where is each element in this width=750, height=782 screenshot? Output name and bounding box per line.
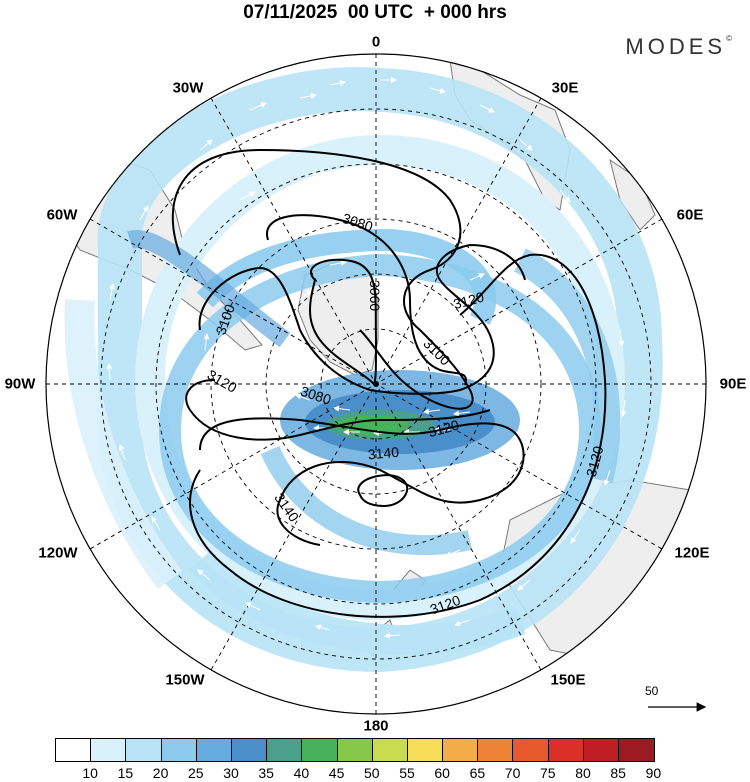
height-contours <box>171 148 607 618</box>
colorbar-box <box>161 739 197 761</box>
contour-label: 3120 <box>452 289 486 313</box>
lon-label-30w: 30W <box>172 79 204 97</box>
lon-label-90e: 90E <box>719 375 747 393</box>
colorbar-tick-label: 15 <box>117 765 134 781</box>
contour-3080-inner <box>265 214 467 386</box>
colorbar-tick-label: 25 <box>188 765 204 781</box>
map-title: 07/11/2025 00 UTC + 000 hrs <box>243 2 507 23</box>
map-content: 3080 3060 3120 3100 3100 3120 3080 3120 … <box>46 54 706 714</box>
colorbar-tick-label: 90 <box>645 765 662 781</box>
colorbar-tick-label: 10 <box>82 765 98 781</box>
colorbar-tick-label: 40 <box>293 765 310 781</box>
colorbar-box <box>231 739 268 761</box>
colorbar-tick-label: 30 <box>223 765 239 781</box>
lon-label-90w: 90W <box>4 375 36 393</box>
colorbar-tick-label: 35 <box>258 765 274 781</box>
colorbar-box <box>302 739 338 761</box>
contour-label: 3120 <box>583 444 607 478</box>
contour-3140-outer <box>199 417 525 546</box>
contour-label: 3060 <box>367 280 383 311</box>
colorbar-box <box>513 739 549 761</box>
colorbar-box <box>372 739 408 761</box>
colorbar-tick-label: 70 <box>504 765 521 781</box>
contour-3120-east <box>189 253 607 618</box>
colorbar-box <box>407 739 444 761</box>
contour-3100 <box>198 243 526 395</box>
colorbar-box <box>337 739 373 761</box>
colorbar-box <box>56 739 92 761</box>
contour-3080-outer <box>171 148 474 410</box>
brand-name: MODES <box>625 34 727 59</box>
lon-label-150e: 150E <box>550 671 586 689</box>
colorbar-box <box>478 739 514 761</box>
colorbar-box <box>583 739 619 761</box>
colorbar-tick-label: 80 <box>575 765 591 781</box>
contour-label: 3120 <box>427 417 461 441</box>
contour-3060 <box>309 258 378 386</box>
colorbar-tick-label: 45 <box>328 765 345 781</box>
colorbar-box <box>126 739 162 761</box>
lon-label-150w: 150W <box>165 671 205 689</box>
copyright-mark: © <box>726 34 732 43</box>
colorbar-box <box>91 739 127 761</box>
colorbar-tick-label: 65 <box>469 765 486 781</box>
lon-label-30e: 30E <box>551 79 579 97</box>
polar-map: 3080 3060 3120 3100 3100 3120 3080 3120 … <box>45 53 707 715</box>
colorbar-box <box>267 739 303 761</box>
colorbar-tick-label: 85 <box>610 765 626 781</box>
colorbar-tick-label: 55 <box>399 765 415 781</box>
contour-3120-west <box>185 379 491 441</box>
lon-label-60e: 60E <box>676 206 704 224</box>
reference-vector-label: 50 <box>645 684 659 698</box>
colorbar-box <box>619 739 655 761</box>
colorbar-box <box>548 739 584 761</box>
colorbar-box <box>196 739 232 761</box>
lon-label-180: 180 <box>363 717 389 735</box>
lon-label-0: 0 <box>371 33 381 51</box>
colorbar-box <box>443 739 479 761</box>
pole-marker <box>373 381 379 387</box>
colorbar-tick-label: 20 <box>152 765 169 781</box>
contour-label: 3140 <box>367 444 400 463</box>
map-boundary <box>45 53 707 715</box>
lon-label-120e: 120E <box>674 544 710 562</box>
lon-label-60w: 60W <box>46 206 78 224</box>
colorbar-tick-label: 75 <box>540 765 556 781</box>
contour-3140-loop <box>357 474 409 508</box>
lon-label-120w: 120W <box>38 544 78 562</box>
colorbar-tick-label: 60 <box>434 765 450 781</box>
colorbar <box>55 738 656 762</box>
brand-logo: MODES© <box>625 34 732 60</box>
colorbar-tick-label: 50 <box>364 765 380 781</box>
